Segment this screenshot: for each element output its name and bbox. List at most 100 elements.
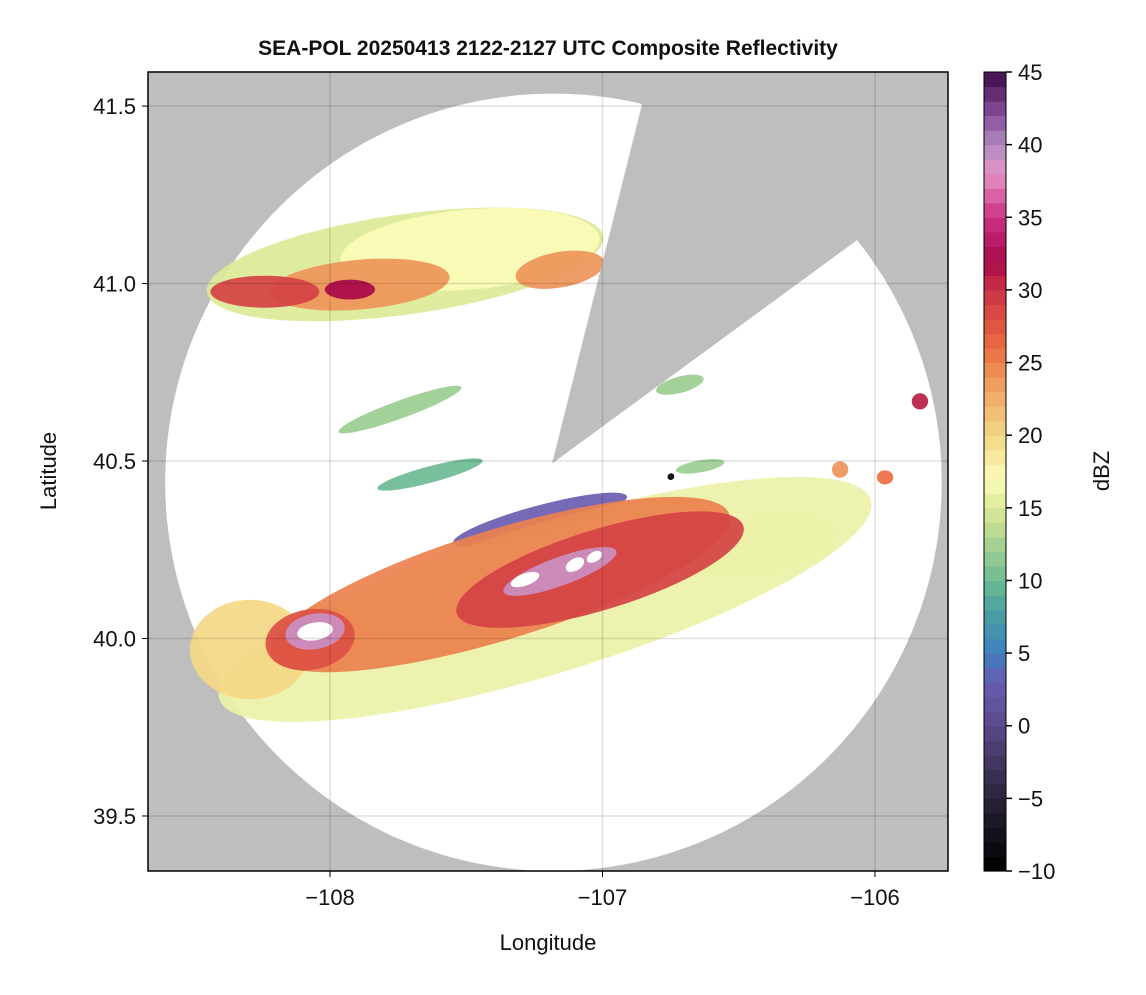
colorbar-bin (984, 435, 1006, 451)
colorbar-bin (984, 827, 1006, 843)
colorbar-tick-label: 10 (1018, 568, 1042, 593)
x-axis-ticks: −108 −107 −106 (305, 871, 900, 910)
x-tick-label: −108 (305, 885, 355, 910)
colorbar-bin (984, 754, 1006, 770)
colorbar-bin (984, 740, 1006, 756)
blocked-sector (552, 72, 948, 464)
colorbar-tick-label: 35 (1018, 205, 1042, 230)
colorbar-bin (984, 464, 1006, 480)
colorbar-bin (984, 449, 1006, 465)
y-tick-label: 41.5 (93, 94, 136, 119)
colorbar-tick-label: 30 (1018, 278, 1042, 303)
colorbar-bin (984, 522, 1006, 538)
echo-west-cell-max (297, 622, 333, 641)
colorbar-bin (984, 783, 1006, 799)
colorbar-tick-label: 5 (1018, 641, 1030, 666)
colorbar-bin (984, 391, 1006, 407)
colorbar-bin (984, 289, 1006, 306)
colorbar-bin (984, 841, 1006, 858)
x-tick-label: −107 (578, 885, 628, 910)
colorbar-bin (984, 624, 1006, 640)
colorbar-bin (984, 565, 1006, 582)
colorbar-bin (984, 72, 1006, 88)
colorbar-bin (984, 362, 1006, 378)
colorbar-tick-label: 45 (1018, 60, 1042, 85)
colorbar-bin (984, 260, 1006, 276)
colorbar-bin (984, 318, 1006, 335)
colorbar-label: dBZ (1089, 451, 1114, 491)
colorbar-bin (984, 348, 1006, 364)
colorbar-bin (984, 86, 1006, 102)
colorbar-frame (983, 71, 1007, 872)
echo-cell-far-e (911, 393, 929, 410)
colorbar-bin (984, 711, 1006, 727)
colorbar-bin (984, 536, 1006, 552)
colorbar-bin (984, 101, 1006, 117)
y-axis-ticks: 39.5 40.0 40.5 41.0 41.5 (93, 94, 148, 829)
y-tick-label: 40.0 (93, 627, 136, 652)
echo-point-target (667, 473, 675, 481)
colorbar-bin (984, 769, 1006, 785)
colorbar-bin (984, 594, 1006, 611)
colorbar-bin (984, 580, 1006, 596)
echo-north-band-east (515, 250, 605, 289)
colorbar-bin (984, 173, 1006, 189)
colorbar-tick-label: 20 (1018, 423, 1042, 448)
colorbar-bin (984, 115, 1006, 131)
colorbar-bin (984, 856, 1006, 872)
echo-south-band-core (456, 511, 744, 628)
colorbar-bin (984, 420, 1006, 436)
echo-central-max-2 (565, 557, 585, 572)
y-tick-label: 40.5 (93, 449, 136, 474)
y-axis-label: Latitude (36, 432, 61, 510)
colorbar-tick-label: −5 (1018, 786, 1043, 811)
colorbar-bin (984, 609, 1006, 625)
colorbar-bin (984, 246, 1006, 262)
colorbar-bin (984, 682, 1006, 698)
echo-central-max-3 (586, 550, 602, 563)
colorbar-bin (984, 130, 1006, 146)
colorbar-bin (984, 493, 1006, 509)
colorbar-tick-label: 25 (1018, 351, 1042, 376)
y-tick-label: 41.0 (93, 272, 136, 297)
colorbar-bin (984, 377, 1006, 393)
echo-central-max-1 (510, 571, 540, 588)
colorbar-bin (984, 217, 1006, 233)
x-axis-label: Longitude (500, 930, 597, 955)
colorbar-bin (984, 798, 1006, 814)
colorbar-bin (984, 188, 1006, 204)
colorbar-bin (984, 304, 1006, 320)
colorbar-bin (984, 696, 1006, 712)
colorbar-bin (984, 231, 1006, 247)
echo-cell-e3 (876, 470, 894, 485)
y-tick-label: 39.5 (93, 804, 136, 829)
colorbar-bin (984, 812, 1006, 829)
echo-north-band-west-core (210, 275, 320, 308)
colorbar-tick-label: 0 (1018, 714, 1030, 739)
colorbar-bin (984, 653, 1006, 669)
colorbar-bin (984, 667, 1006, 683)
x-tick-label: −106 (850, 885, 900, 910)
echo-north-band-max (324, 279, 375, 300)
colorbar-bin (984, 551, 1006, 567)
echo-line-a (338, 385, 462, 434)
colorbar-bin (984, 144, 1006, 160)
colorbar-bin (984, 478, 1006, 494)
colorbar-bin (984, 159, 1006, 175)
echo-cell-ne (656, 374, 704, 395)
chart-title: SEA-POL 20250413 2122-2127 UTC Composite… (258, 37, 838, 60)
colorbar-bin (984, 507, 1006, 523)
colorbar-bin (984, 202, 1006, 218)
colorbar-bin (984, 638, 1006, 654)
echo-cell-e2 (831, 461, 849, 478)
echo-layer (189, 207, 929, 722)
colorbar-bin (984, 725, 1006, 741)
colorbar-tick-label: 15 (1018, 496, 1042, 521)
colorbar: −10 −5 0 5 10 15 20 25 30 35 40 45 (983, 60, 1055, 884)
echo-cell-e (675, 459, 725, 474)
echo-line-b (377, 458, 483, 491)
colorbar-bin (984, 275, 1006, 291)
plot-frame (147, 71, 949, 872)
colorbar-bin (984, 333, 1006, 349)
